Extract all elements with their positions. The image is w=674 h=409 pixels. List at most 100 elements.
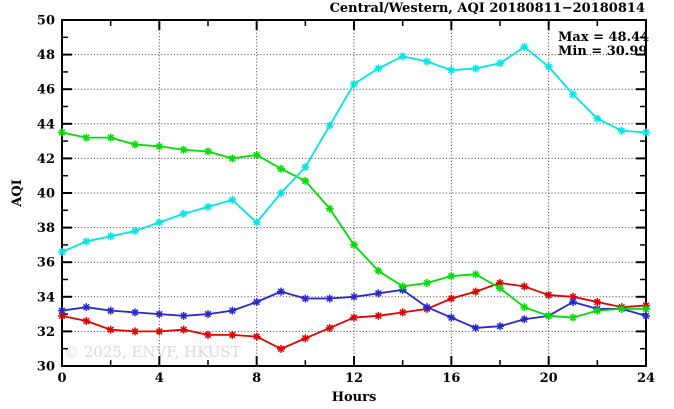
green-point-marker bbox=[520, 303, 529, 312]
red-point-marker bbox=[520, 282, 529, 291]
cyan-point-marker bbox=[350, 80, 358, 89]
red-point-marker bbox=[204, 330, 212, 339]
x-tick-label: 4 bbox=[155, 371, 164, 386]
blue-point-marker bbox=[277, 287, 285, 296]
blue-point-marker bbox=[58, 306, 66, 315]
green-point-marker bbox=[325, 204, 334, 213]
red-point-marker bbox=[301, 334, 310, 343]
x-tick-label: 20 bbox=[540, 371, 558, 386]
green-point-marker bbox=[569, 313, 577, 322]
red-point-marker bbox=[593, 297, 602, 306]
y-tick-label: 38 bbox=[37, 221, 55, 236]
cyan-point-marker bbox=[642, 128, 650, 137]
green-point-marker bbox=[204, 147, 212, 156]
green-point-marker bbox=[593, 306, 602, 315]
green-point-marker bbox=[642, 304, 650, 313]
green-point-marker bbox=[277, 164, 285, 173]
blue-point-marker bbox=[520, 315, 529, 324]
red-point-marker bbox=[58, 311, 66, 320]
blue-point-marker bbox=[569, 297, 577, 306]
blue-point-marker bbox=[642, 311, 650, 320]
red-point-marker bbox=[569, 292, 577, 301]
y-tick-label: 48 bbox=[37, 48, 55, 63]
cyan-point-marker bbox=[471, 64, 480, 73]
cyan-point-marker bbox=[179, 209, 188, 218]
cyan-point-marker bbox=[423, 57, 431, 66]
y-tick-label: 42 bbox=[37, 152, 55, 167]
x-tick-label: 16 bbox=[442, 371, 460, 386]
axis-ticks bbox=[61, 19, 647, 367]
cyan-point-marker bbox=[131, 227, 139, 236]
cyan-point-marker bbox=[544, 62, 553, 71]
red-point-marker bbox=[544, 291, 553, 300]
green-point-marker bbox=[350, 240, 358, 249]
x-tick-label: 0 bbox=[57, 371, 66, 386]
green-point-marker bbox=[374, 266, 383, 275]
green-point-marker bbox=[496, 284, 504, 293]
green-point-marker bbox=[106, 133, 115, 142]
green-point-marker bbox=[471, 270, 480, 279]
y-tick-label: 46 bbox=[37, 83, 55, 98]
blue-point-marker bbox=[204, 310, 212, 319]
red-point-marker bbox=[82, 317, 91, 326]
y-tick-label: 34 bbox=[37, 290, 55, 305]
y-tick-label: 50 bbox=[37, 14, 55, 29]
cyan-point-marker bbox=[496, 59, 504, 68]
blue-point-marker bbox=[228, 306, 237, 315]
y-axis-title: AQI bbox=[10, 179, 25, 208]
cyan-point-marker bbox=[447, 66, 456, 75]
cyan-point-marker bbox=[398, 52, 407, 61]
cyan-point-marker bbox=[520, 42, 529, 51]
red-point-marker bbox=[325, 323, 334, 332]
cyan-point-marker bbox=[228, 195, 237, 204]
green-point-marker bbox=[179, 145, 188, 154]
cyan-point-marker bbox=[569, 90, 577, 99]
x-tick-label: 8 bbox=[252, 371, 261, 386]
cyan-point-marker bbox=[204, 202, 212, 211]
y-tick-label: 30 bbox=[37, 360, 55, 375]
min-annotation: Min = 30.99 bbox=[558, 44, 647, 59]
green-point-marker bbox=[447, 272, 456, 281]
green-point-marker bbox=[544, 311, 553, 320]
cyan-point-marker bbox=[617, 126, 626, 135]
y-tick-label: 40 bbox=[37, 187, 55, 202]
red-point-marker bbox=[179, 325, 188, 334]
data-series bbox=[58, 42, 650, 353]
green-point-marker bbox=[617, 304, 626, 313]
green-point-marker bbox=[423, 278, 431, 287]
green-point-marker bbox=[398, 282, 407, 291]
red-point-marker bbox=[374, 311, 383, 320]
green-point-marker bbox=[155, 142, 164, 151]
watermark-text: © 2025, ENVF, HKUST bbox=[64, 343, 241, 361]
blue-point-marker bbox=[325, 294, 334, 303]
red-point-marker bbox=[471, 287, 480, 296]
red-point-marker bbox=[131, 327, 139, 336]
blue-point-marker bbox=[350, 292, 358, 301]
series-green bbox=[58, 128, 650, 322]
blue-point-marker bbox=[423, 303, 431, 312]
blue-point-marker bbox=[471, 323, 480, 332]
y-tick-label: 36 bbox=[37, 256, 55, 271]
cyan-point-marker bbox=[155, 218, 164, 227]
green-markers bbox=[58, 128, 650, 322]
blue-point-marker bbox=[447, 313, 456, 322]
cyan-point-marker bbox=[106, 232, 115, 241]
red-point-marker bbox=[496, 278, 504, 287]
red-point-marker bbox=[228, 330, 237, 339]
red-point-marker bbox=[350, 313, 358, 322]
blue-point-marker bbox=[374, 289, 383, 298]
red-point-marker bbox=[106, 325, 115, 334]
red-point-marker bbox=[447, 294, 456, 303]
max-annotation: Max = 48.44 bbox=[558, 30, 649, 45]
blue-point-marker bbox=[131, 308, 139, 317]
blue-point-marker bbox=[82, 303, 91, 312]
cyan-point-marker bbox=[374, 64, 383, 73]
green-point-marker bbox=[252, 150, 261, 159]
cyan-point-marker bbox=[252, 218, 261, 227]
cyan-point-marker bbox=[58, 247, 66, 256]
red-point-marker bbox=[398, 308, 407, 317]
red-point-marker bbox=[252, 332, 261, 341]
x-axis-title: Hours bbox=[332, 390, 377, 405]
